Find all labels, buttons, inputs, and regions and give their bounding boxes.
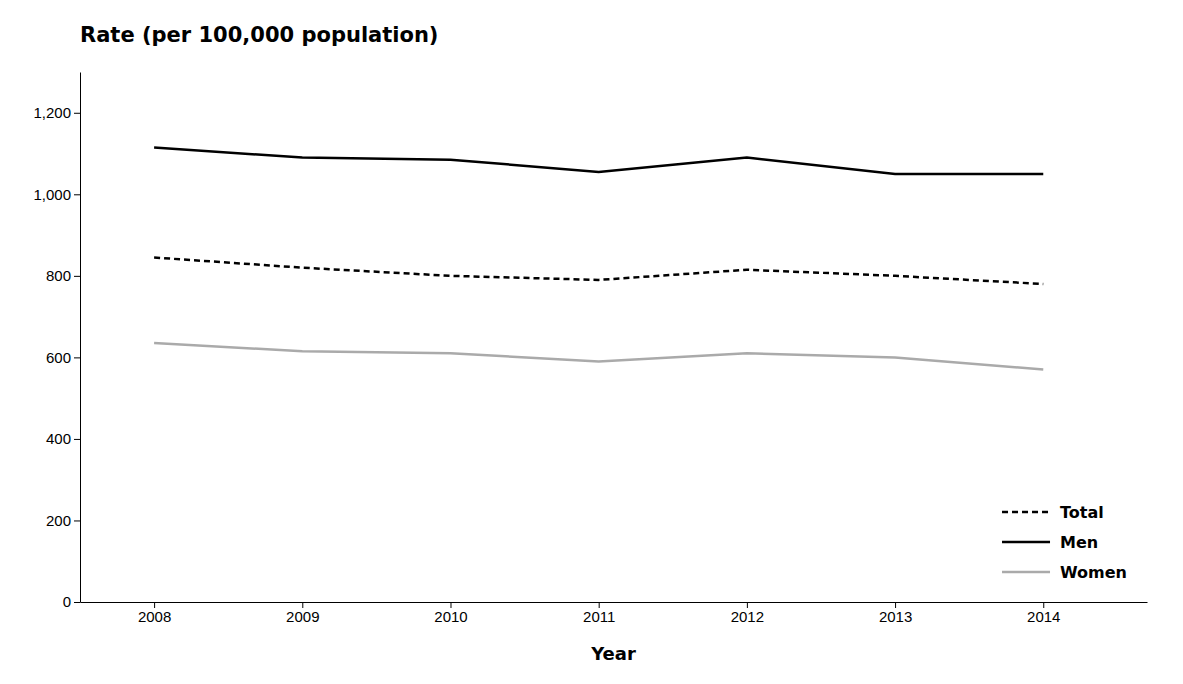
y-tick-mark <box>74 194 80 195</box>
y-tick-label: 0 <box>63 593 71 610</box>
x-tick: 2009 <box>286 602 319 625</box>
y-tick-mark <box>74 439 80 440</box>
y-tick-label: 1,200 <box>33 104 71 121</box>
x-tick: 2008 <box>138 602 171 625</box>
legend-label: Total <box>1060 503 1104 522</box>
y-tick-mark <box>74 602 80 603</box>
legend-swatch <box>1002 571 1050 574</box>
legend-item: Men <box>1002 533 1098 552</box>
title: Rate (per 100,000 population) <box>80 23 438 47</box>
y-tick-label: 600 <box>46 349 71 366</box>
y-tick: 400 <box>46 430 80 447</box>
y-axis: 0 200 400 600 800 1,000 1,200 <box>33 73 80 611</box>
x-axis-line <box>81 602 1148 603</box>
x-tick-label: 2010 <box>434 608 467 625</box>
x-tick-label: 2008 <box>138 608 171 625</box>
y-tick: 1,200 <box>33 104 80 121</box>
x-tick: 2012 <box>731 602 764 625</box>
legend-item: Total <box>1002 503 1104 522</box>
legend: Total Men Women <box>1002 503 1127 582</box>
series-line <box>154 343 1043 370</box>
x-tick: 2014 <box>1027 602 1060 625</box>
y-tick-label: 200 <box>46 512 71 529</box>
plot: 2008 2009 2010 2011 2012 2013 2014 0 200 400 600 80… <box>33 73 1147 625</box>
y-tick-mark <box>74 113 80 114</box>
y-tick-mark <box>74 276 80 277</box>
y-tick-label: 800 <box>46 267 71 284</box>
x-tick: 2010 <box>434 602 467 625</box>
y-tick: 1,000 <box>33 186 80 203</box>
legend-swatch <box>1002 541 1050 544</box>
y-tick-mark <box>74 357 80 358</box>
series-line <box>154 147 1043 174</box>
y-tick: 0 <box>63 593 80 610</box>
y-tick: 200 <box>46 512 80 529</box>
x-tick: 2011 <box>583 602 615 625</box>
x-axis-label: Year <box>590 643 636 664</box>
y-tick-label: 1,000 <box>33 186 71 203</box>
legend-item: Women <box>1002 563 1127 582</box>
legend-swatch <box>1002 511 1050 514</box>
x-tick-label: 2009 <box>286 608 319 625</box>
chart: 2008 2009 2010 2011 2012 2013 2014 0 200 400 600 80… <box>0 0 1183 684</box>
x-tick-label: 2011 <box>583 608 615 625</box>
y-tick-mark <box>74 520 80 521</box>
x-tick-label: 2013 <box>879 608 912 625</box>
y-tick: 600 <box>46 349 80 366</box>
legend-label: Men <box>1060 533 1098 552</box>
y-axis-line <box>80 73 81 603</box>
legend-label: Women <box>1060 563 1127 582</box>
series-line <box>154 258 1043 285</box>
y-tick: 800 <box>46 267 80 284</box>
x-tick-label: 2014 <box>1027 608 1060 625</box>
x-axis: 2008 2009 2010 2011 2012 2013 2014 <box>81 602 1148 625</box>
x-tick-label: 2012 <box>731 608 764 625</box>
lines <box>154 147 1043 369</box>
x-tick: 2013 <box>879 602 912 625</box>
y-tick-label: 400 <box>46 430 71 447</box>
